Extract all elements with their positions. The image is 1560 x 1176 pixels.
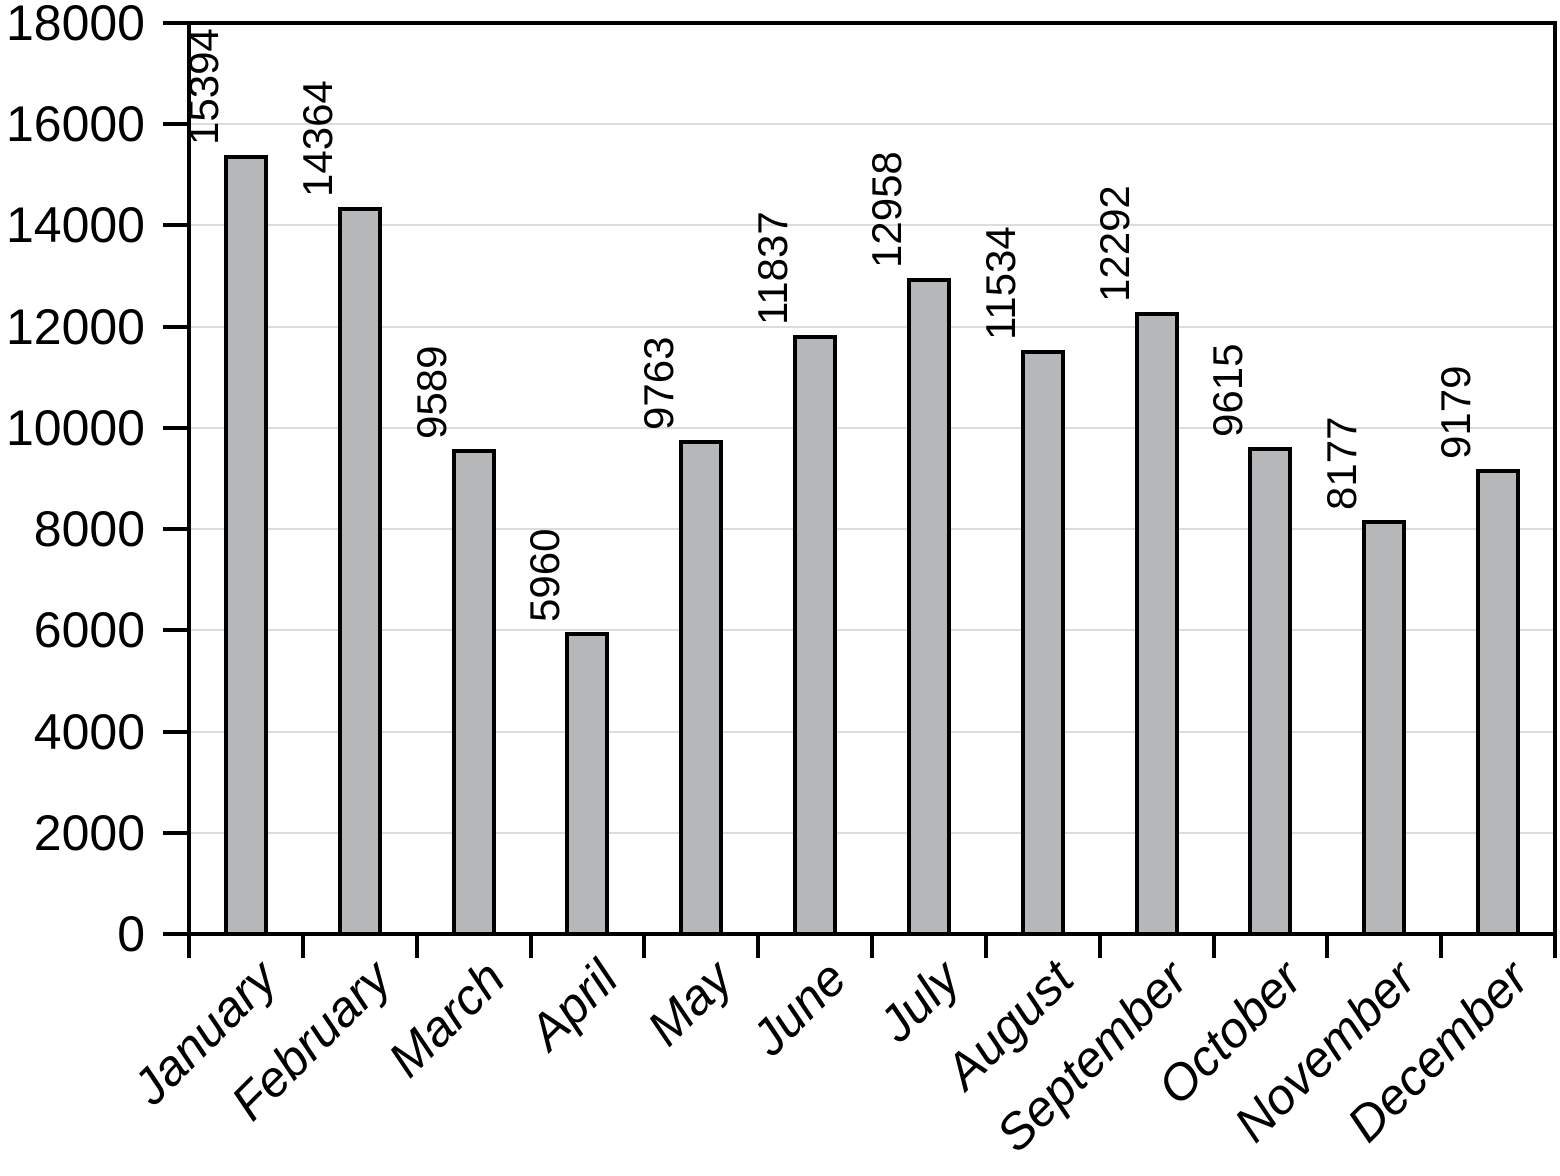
y-axis-tick-label-4000: 4000 <box>33 703 145 760</box>
x-axis-tick-5 <box>756 934 761 958</box>
gridline-16000 <box>189 123 1555 126</box>
x-axis-tick-4 <box>642 934 647 958</box>
x-axis-label-march: March <box>377 949 516 1088</box>
gridline-6000 <box>189 629 1555 632</box>
y-axis-tick-label-18000: 18000 <box>5 0 145 51</box>
gridline-4000 <box>189 730 1555 733</box>
x-axis-tick-7 <box>983 934 988 958</box>
bar-december <box>1476 469 1521 936</box>
x-axis-tick-1 <box>300 934 305 958</box>
x-axis-label-may: May <box>636 949 743 1057</box>
y-axis-tick-label-12000: 12000 <box>5 298 145 355</box>
y-axis-tick-6000 <box>163 628 189 633</box>
y-axis-tick-12000 <box>163 324 189 329</box>
y-axis-tick-18000 <box>163 21 189 25</box>
x-axis-tick-6 <box>870 934 874 958</box>
y-axis-tick-label-8000: 8000 <box>33 501 145 558</box>
y-axis-tick-label-0: 0 <box>117 906 145 962</box>
bar-value-label-october: 9615 <box>1204 343 1252 438</box>
gridline-12000 <box>189 325 1555 328</box>
bar-value-label-august: 11534 <box>976 226 1024 341</box>
bar-value-label-february: 14364 <box>293 80 341 198</box>
gridline-2000 <box>189 831 1555 834</box>
gridline-10000 <box>189 426 1555 429</box>
x-axis-tick-8 <box>1097 934 1102 958</box>
y-axis-tick-14000 <box>163 223 189 228</box>
bar-july <box>906 278 951 936</box>
bar-value-label-january: 15394 <box>179 28 227 145</box>
y-axis-tick-label-2000: 2000 <box>33 804 145 861</box>
gridline-8000 <box>189 528 1555 531</box>
y-axis-tick-10000 <box>163 425 189 430</box>
x-axis-tick-0 <box>187 934 191 958</box>
bar-value-label-november: 8177 <box>1318 416 1366 511</box>
y-axis-tick-label-16000: 16000 <box>5 96 145 153</box>
bar-value-label-july: 12958 <box>862 151 910 269</box>
x-axis-tick-12 <box>1553 934 1557 958</box>
y-axis-tick-label-6000: 6000 <box>33 602 145 659</box>
x-axis-tick-3 <box>528 934 533 958</box>
bar-april <box>565 632 610 936</box>
x-axis-tick-2 <box>414 934 419 958</box>
y-axis-tick-8000 <box>163 527 189 532</box>
gridline-14000 <box>189 224 1555 227</box>
x-axis-label-june: June <box>740 949 857 1067</box>
x-axis-tick-11 <box>1439 934 1444 958</box>
y-axis-tick-4000 <box>163 729 189 734</box>
bar-value-label-september: 12292 <box>1090 185 1138 302</box>
y-axis-tick-label-10000: 10000 <box>5 399 145 456</box>
bar-may <box>679 439 724 936</box>
bar-september <box>1134 311 1179 936</box>
x-axis-label-april: April <box>518 949 629 1061</box>
bar-january <box>223 154 268 936</box>
x-axis-label-july: July <box>867 949 971 1053</box>
bar-value-label-april: 5960 <box>521 528 569 623</box>
y-axis-tick-label-14000: 14000 <box>5 197 145 254</box>
x-axis-tick-10 <box>1325 934 1330 958</box>
bar-march <box>451 448 496 936</box>
bar-value-label-march: 9589 <box>407 345 455 439</box>
bar-november <box>1362 520 1407 936</box>
bar-august <box>1020 350 1065 936</box>
y-axis-tick-0 <box>163 932 189 936</box>
bar-october <box>1248 447 1293 936</box>
x-axis-tick-9 <box>1211 934 1216 958</box>
bar-february <box>337 207 382 936</box>
bar-june <box>793 334 838 936</box>
bar-value-label-december: 9179 <box>1432 366 1480 460</box>
y-axis-tick-2000 <box>163 830 189 835</box>
y-axis-tick-16000 <box>163 122 189 127</box>
bar-value-label-may: 9763 <box>635 336 683 430</box>
bar-value-label-june: 11837 <box>749 211 797 325</box>
